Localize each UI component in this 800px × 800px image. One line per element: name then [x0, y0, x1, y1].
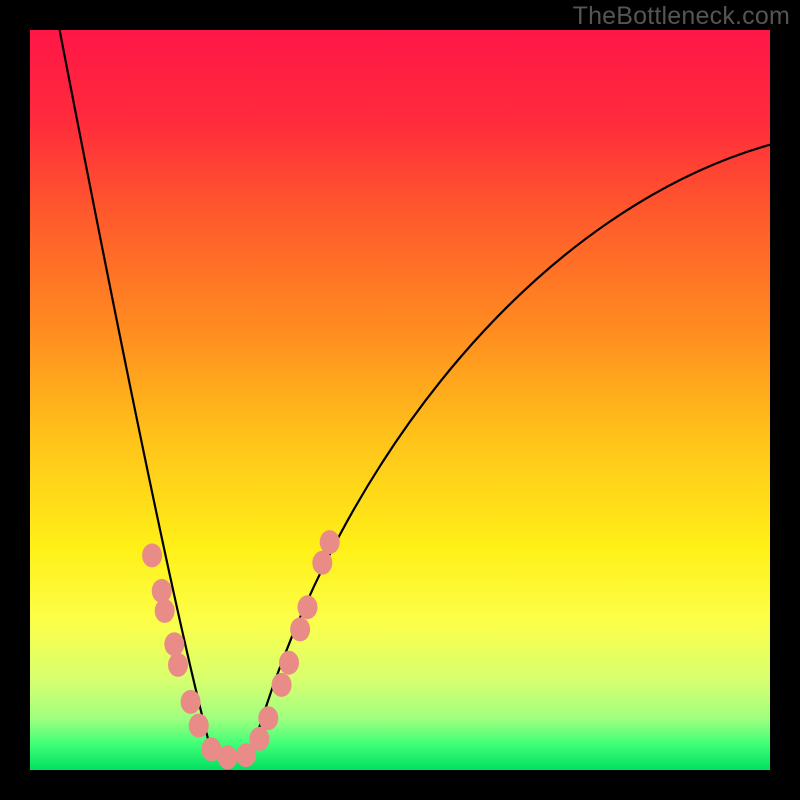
marker-point — [189, 714, 209, 738]
marker-point — [312, 551, 332, 575]
marker-point — [155, 599, 175, 623]
marker-point — [320, 530, 340, 554]
marker-point — [152, 579, 172, 603]
chart-frame: TheBottleneck.com — [0, 0, 800, 800]
marker-point — [249, 727, 269, 751]
curve-overlay — [30, 30, 770, 770]
marker-point — [142, 543, 162, 567]
marker-point — [258, 706, 278, 730]
marker-point — [298, 595, 318, 619]
marker-point — [168, 653, 188, 677]
marker-group — [142, 530, 340, 769]
marker-point — [164, 632, 184, 656]
marker-point — [279, 651, 299, 675]
marker-point — [290, 617, 310, 641]
marker-point — [181, 690, 201, 714]
watermark-text: TheBottleneck.com — [573, 2, 790, 31]
marker-point — [218, 745, 238, 769]
marker-point — [272, 673, 292, 697]
